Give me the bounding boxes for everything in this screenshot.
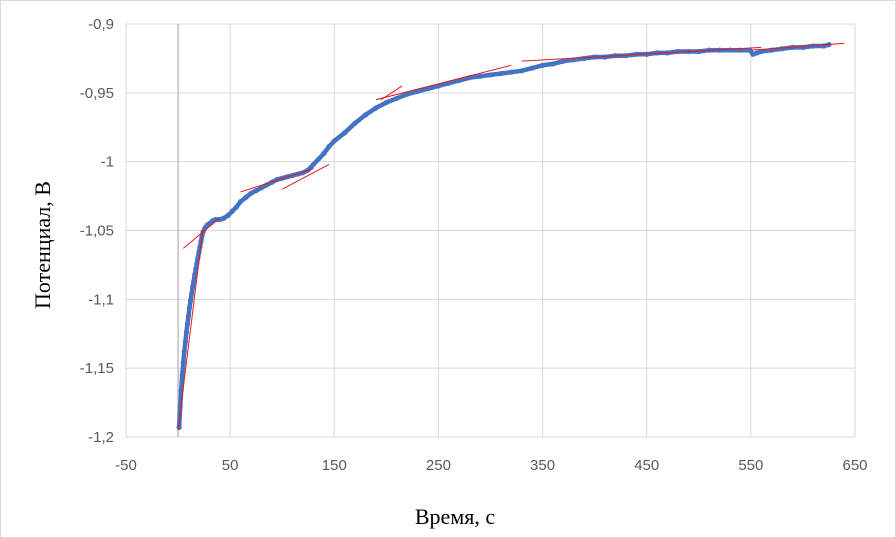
data-point [189,291,195,297]
y-tick-label: -1,05 [80,223,114,240]
data-point [237,198,244,205]
data-point [581,55,587,62]
data-point [190,284,196,290]
data-point [800,44,806,51]
data-point [727,47,733,53]
data-point [383,99,389,106]
data-point [184,321,191,327]
data-point [747,47,753,53]
data-point [394,95,400,101]
data-points [176,42,832,430]
series-line [176,42,832,430]
data-point [696,48,702,55]
x-tick-label: 650 [842,457,867,474]
fit-lines [177,42,845,431]
x-tick-label: 50 [222,457,239,474]
data-point [373,105,379,111]
x-tick-label: 450 [634,457,659,474]
x-tick-labels: -50 50 150 250 350 450 550 650 [115,457,867,474]
data-point [192,271,198,278]
fit-line [750,42,845,51]
data-point [321,150,327,157]
data-point [675,48,681,55]
x-tick-label: 250 [426,457,451,474]
y-tick-label: -1 [101,154,114,171]
data-point [177,404,183,410]
data-point [183,329,190,335]
data-point [326,143,332,150]
data-point [550,61,556,67]
data-point [243,194,249,201]
data-point [310,161,317,168]
data-point [181,349,187,355]
data-point [182,339,188,345]
data-point [754,50,760,56]
data-point [258,185,264,191]
data-point [253,187,259,194]
data-point [191,278,197,285]
data-point [779,46,785,52]
data-point [404,91,410,97]
data-point [187,298,194,304]
x-axis-title: Время, с [415,504,495,529]
data-point [180,360,186,366]
data-point [560,58,567,64]
y-tick-label: -1,15 [80,360,114,377]
data-point [602,54,608,60]
data-point [229,208,235,214]
data-point [225,212,231,218]
fit-line [281,163,330,190]
data-point [185,313,192,319]
data-point [539,62,546,68]
data-point [217,216,223,223]
fit-line [521,46,762,62]
data-point [342,130,348,136]
data-point [425,86,431,92]
y-tick-label: -1,2 [88,429,114,446]
data-point [477,73,483,79]
data-point [197,244,203,250]
data-point [508,69,514,75]
fit-line [375,64,512,101]
y-tick-labels: -0,9 -0,95 -1 -1,05 -1,1 -1,15 -1,2 [80,16,114,446]
fit-line [177,227,204,431]
data-point [750,51,756,57]
data-point [179,372,185,378]
data-point [362,112,369,118]
fit-line [182,217,221,249]
grid [125,23,856,438]
x-tick-label: 550 [738,457,763,474]
fit-line [240,168,314,193]
data-point [193,266,199,272]
y-tick-label: -1,1 [88,291,114,308]
data-point [498,70,504,77]
y-tick-label: -0,9 [88,16,114,33]
y-axis-title: Потенциал, В [30,181,55,309]
x-tick-label: 150 [322,457,347,474]
data-point [316,156,322,162]
data-point [758,48,764,55]
data-point [331,138,337,144]
data-point [529,65,535,71]
data-point [519,68,525,74]
data-point [487,72,494,78]
data-point [186,304,193,311]
data-point [233,204,239,210]
data-point [415,88,421,95]
data-point [221,215,227,221]
y-tick-label: -0,95 [80,85,114,102]
x-tick-label: -50 [115,457,137,474]
data-point [352,120,358,126]
x-tick-label: 350 [530,457,555,474]
data-point [248,190,254,196]
